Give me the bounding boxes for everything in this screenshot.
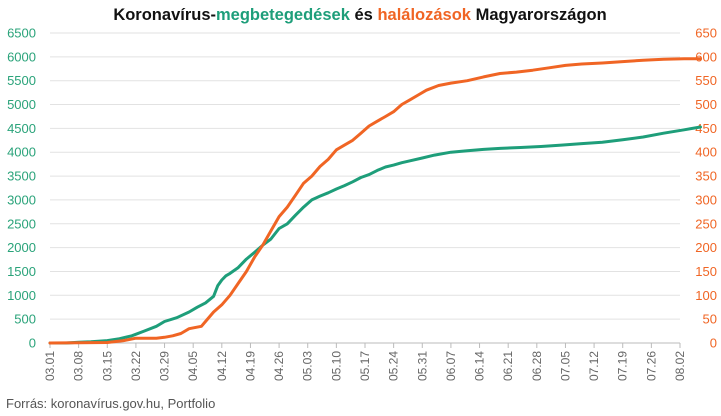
x-tick-label: 08.02 bbox=[673, 351, 687, 381]
y-left-tick-label: 1000 bbox=[7, 288, 36, 303]
x-tick-label: 03.15 bbox=[100, 351, 114, 381]
y-right-tick-label: 0 bbox=[710, 336, 717, 351]
y-right-tick-label: 500 bbox=[695, 97, 717, 112]
y-left-tick-label: 6500 bbox=[7, 26, 36, 41]
title-part-plain: és bbox=[350, 6, 378, 24]
y-axis-right: 0 50 100 150 200 250 300 350 400 450 500 550 600 650 bbox=[695, 26, 717, 351]
series-line-cases bbox=[48, 125, 702, 345]
series-lines bbox=[48, 57, 702, 345]
x-tick-label: 03.22 bbox=[129, 351, 143, 381]
y-axis-left: 0 500 1000 1500 2000 2500 3000 3500 4000 4500 5000… bbox=[7, 26, 36, 351]
y-left-tick-label: 1500 bbox=[7, 264, 36, 279]
y-left-tick-label: 6000 bbox=[7, 49, 36, 64]
y-right-tick-label: 550 bbox=[695, 73, 717, 88]
y-left-tick-label: 4500 bbox=[7, 121, 36, 136]
title-part-plain: Koronavírus- bbox=[113, 6, 216, 24]
title-part-cases: megbetegedések bbox=[216, 6, 351, 24]
y-right-tick-label: 250 bbox=[695, 216, 717, 231]
y-right-tick-label: 50 bbox=[703, 312, 717, 327]
x-tick-label: 03.29 bbox=[158, 351, 172, 381]
x-axis: 03.01 03.08 03.15 03.22 03.29 04.05 04.12 04.19… bbox=[43, 342, 687, 381]
x-tick-label: 05.03 bbox=[301, 351, 315, 381]
x-tick-label: 07.26 bbox=[644, 351, 658, 381]
y-right-tick-label: 150 bbox=[695, 264, 717, 279]
y-left-tick-label: 3500 bbox=[7, 169, 36, 184]
y-right-tick-label: 600 bbox=[695, 49, 717, 64]
y-right-tick-label: 300 bbox=[695, 192, 717, 207]
x-tick-label: 06.28 bbox=[530, 351, 544, 381]
title-part-deaths: halálozások bbox=[377, 6, 471, 24]
source-note: Forrás: koronavírus.gov.hu, Portfolio bbox=[6, 396, 216, 411]
y-left-tick-label: 500 bbox=[14, 312, 36, 327]
y-left-tick-label: 5500 bbox=[7, 73, 36, 88]
x-tick-label: 03.08 bbox=[72, 351, 86, 381]
series-line-deaths bbox=[48, 57, 702, 345]
x-tick-label: 06.14 bbox=[473, 351, 487, 381]
x-tick-label: 04.26 bbox=[272, 351, 286, 381]
x-tick-label: 03.01 bbox=[43, 351, 57, 381]
y-left-tick-label: 2000 bbox=[7, 240, 36, 255]
chart-title: Koronavírus-megbetegedések és halálozáso… bbox=[113, 6, 606, 24]
y-left-tick-label: 0 bbox=[29, 336, 36, 351]
y-left-tick-label: 2500 bbox=[7, 216, 36, 231]
y-left-tick-label: 4000 bbox=[7, 145, 36, 160]
y-right-tick-label: 400 bbox=[695, 145, 717, 160]
x-tick-label: 05.24 bbox=[387, 351, 401, 381]
x-tick-label: 04.12 bbox=[215, 351, 229, 381]
x-tick-label: 05.31 bbox=[415, 351, 429, 381]
y-left-tick-label: 3000 bbox=[7, 192, 36, 207]
x-tick-label: 06.07 bbox=[444, 351, 458, 381]
y-right-tick-label: 350 bbox=[695, 169, 717, 184]
y-right-tick-label: 650 bbox=[695, 26, 717, 41]
y-left-tick-label: 5000 bbox=[7, 97, 36, 112]
x-tick-label: 04.05 bbox=[186, 351, 200, 381]
y-right-tick-label: 200 bbox=[695, 240, 717, 255]
x-tick-label: 07.19 bbox=[616, 351, 630, 381]
grid bbox=[50, 32, 680, 320]
title-part-plain: Magyarországon bbox=[471, 6, 607, 24]
y-right-tick-label: 450 bbox=[695, 121, 717, 136]
x-tick-label: 05.17 bbox=[358, 351, 372, 381]
x-tick-label: 04.19 bbox=[243, 351, 257, 381]
x-tick-label: 07.05 bbox=[558, 351, 572, 381]
x-tick-label: 05.10 bbox=[329, 351, 343, 381]
y-right-tick-label: 100 bbox=[695, 288, 717, 303]
x-tick-label: 06.21 bbox=[501, 351, 515, 381]
x-tick-label: 07.12 bbox=[587, 351, 601, 381]
